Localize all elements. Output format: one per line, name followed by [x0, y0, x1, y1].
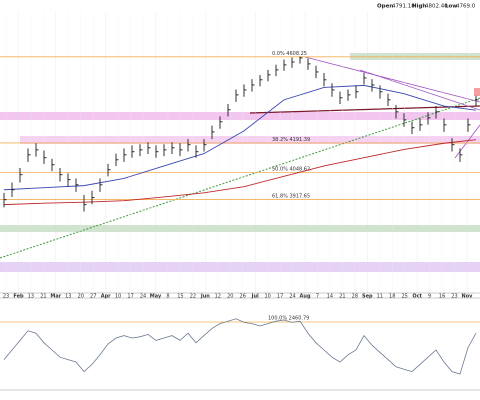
trendline [359, 69, 480, 111]
fib-label: 50.0% 4048.62 [272, 166, 310, 172]
x-tick-label: 23 [3, 294, 9, 300]
x-tick-label: Sep [362, 294, 373, 300]
header-text: 4791.18 [392, 4, 415, 10]
fib-label: 38.2% 4191.39 [272, 137, 310, 143]
trendline [454, 124, 480, 159]
indicator-line [3, 318, 477, 375]
x-tick-label: Mar [50, 294, 61, 300]
trendline [304, 56, 480, 103]
x-tick-label: Feb [13, 294, 24, 300]
x-tick-label: 13 [28, 294, 34, 300]
x-tick-label: Jul [251, 294, 259, 300]
header-text: High [412, 4, 426, 10]
x-tick-label: 7 [316, 294, 319, 300]
x-tick-label: Nov [462, 294, 474, 300]
moving-average [3, 84, 477, 191]
x-tick-label: 10 [115, 294, 121, 300]
x-tick-label: 24 [140, 294, 146, 300]
x-tick-label: 21 [339, 294, 345, 300]
trendline [249, 105, 480, 114]
fib-label: 0.0% 4608.25 [272, 51, 307, 57]
x-tick-label: 8 [166, 294, 169, 300]
lower-green-zone [0, 225, 480, 232]
resistance-zone [0, 112, 480, 120]
x-tick-label: 20 [78, 294, 84, 300]
x-tick-label: 20 [227, 294, 233, 300]
x-tick-label: 22 [190, 294, 196, 300]
x-tick-label: 28 [352, 294, 358, 300]
header-text: 4802.40 [425, 4, 448, 10]
x-tick-label: 17 [127, 294, 133, 300]
fib-label: 61.8% 3917.65 [272, 194, 310, 200]
x-tick-label: 18 [389, 294, 395, 300]
x-tick-label: 17 [277, 294, 283, 300]
x-tick-label: 21 [40, 294, 46, 300]
x-tick-label: 13 [65, 294, 71, 300]
support-zone [20, 136, 480, 144]
x-tick-label: 26 [240, 294, 246, 300]
x-tick-label: 24 [289, 294, 295, 300]
x-tick-label: Jun [200, 294, 210, 300]
x-tick-label: 27 [90, 294, 96, 300]
x-tick-label: 14 [327, 294, 333, 300]
x-tick-label: Oct [412, 294, 422, 300]
marker-box [474, 88, 480, 96]
x-tick-label: 9 [428, 294, 431, 300]
x-tick-label: 12 [215, 294, 221, 300]
header-text: 4769.0 [456, 4, 476, 10]
x-tick-label: 15 [177, 294, 183, 300]
x-tick-label: Aug [300, 294, 311, 300]
header-text: Low [445, 4, 457, 10]
header-text: Open [377, 4, 393, 10]
x-tick-label: Apr [101, 294, 111, 300]
x-tick-label: 25 [402, 294, 408, 300]
lower-zone [0, 262, 480, 272]
indicator-level-label: 100.0% 2460.79 [268, 316, 309, 322]
trendline [0, 97, 480, 259]
x-tick-label: 11 [377, 294, 383, 300]
x-tick-label: May [150, 294, 162, 300]
x-tick-label: 23 [451, 294, 457, 300]
x-tick-label: 10 [264, 294, 270, 300]
x-tick-label: 16 [439, 294, 445, 300]
